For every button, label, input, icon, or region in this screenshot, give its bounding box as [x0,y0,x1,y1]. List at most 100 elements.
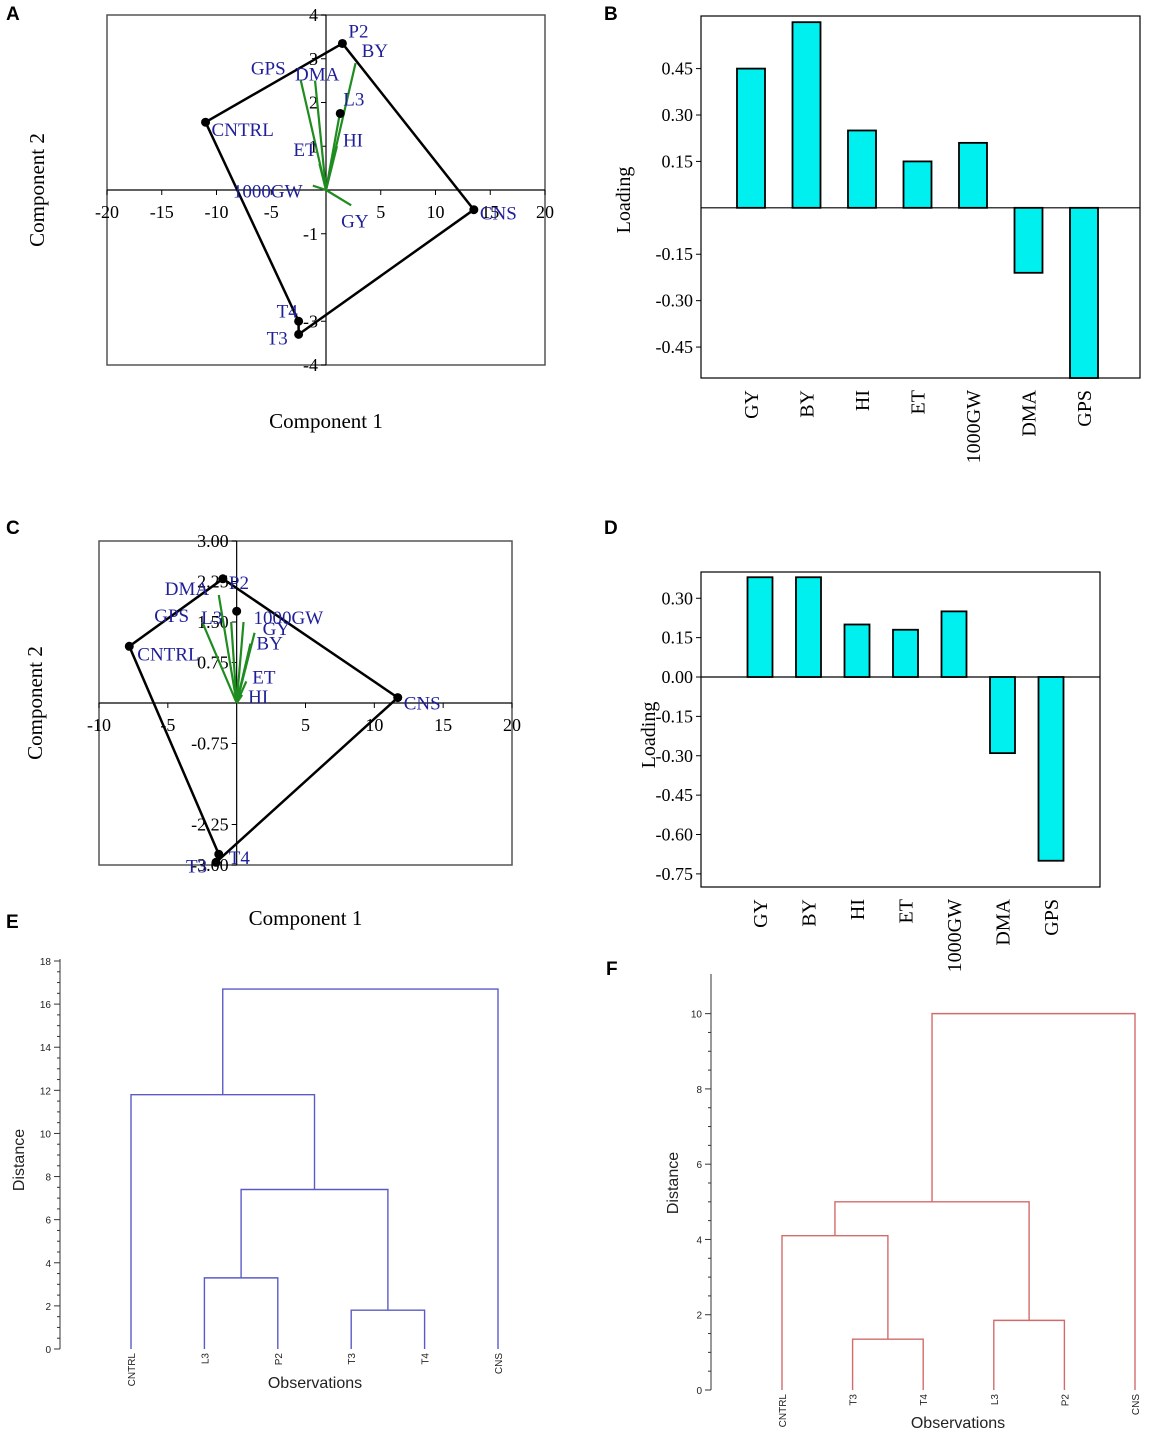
point-label: CNS [404,694,441,715]
x-tick-label: DMA [993,898,1015,945]
x-tick-label: HI [852,390,874,411]
observation-point-cntrl [124,641,134,651]
y-tick-label: 4 [696,1235,702,1246]
loading-vector-1000gw [312,184,327,192]
point-label: CNS [480,204,517,225]
x-axis-title: Component 1 [249,906,363,930]
y-axis-title: Distance [11,1129,28,1191]
vector-label: HI [343,130,363,151]
leaf-label: L3 [200,1353,211,1365]
y-tick-label: 0 [45,1345,51,1356]
leaf-label: CNTRL [127,1353,138,1387]
plot-frame [700,15,1141,379]
y-tick-label: 8 [45,1173,51,1184]
y-tick-label: 4 [45,1259,51,1270]
loading-vector-hi [235,694,244,704]
x-tick-label: DMA [1019,389,1041,436]
y-tick-label: 12 [40,1086,52,1097]
bar-hi [843,623,871,678]
y-tick-label: -0.45 [656,337,694,357]
x-tick-label: 5 [376,202,385,222]
vector-label: GPS [251,59,286,80]
observation-point-cns [469,205,479,215]
y-tick-label: -0.30 [656,746,694,766]
y-tick-label: -3 [303,311,318,331]
dendrogram-link [931,1012,1136,1390]
loading-vector-hi [324,145,339,191]
vector-label: ET [252,667,276,688]
x-tick-label: GPS [1041,899,1063,936]
leaf-label: CNTRL [778,1394,789,1428]
y-tick-label: -0.15 [656,706,694,726]
panel-e-dendrogram: E 0 2 4 6 8 10 12 14 16 18 CNTRL L3 P2 T3 T4 CNS Observat… [6,912,505,1392]
bar-by [791,21,822,209]
y-tick-label: 18 [40,957,52,968]
dendrogram-link [203,1277,279,1349]
y-tick-label: -1 [303,224,318,244]
x-axis-title: Observations [268,1375,362,1392]
observation-point-l3 [232,606,242,616]
leaf-label: P2 [1060,1394,1071,1407]
bar-gps [1037,676,1065,862]
vector-label: ET [293,140,317,161]
y-axis-title: Loading [613,167,635,234]
y-tick-label: 16 [40,1000,52,1011]
vector-label: L3 [343,89,364,110]
bar-1000gw [940,610,968,678]
point-label: P2 [229,573,249,594]
y-tick-label: -0.45 [656,785,694,805]
y-tick-label: -0.30 [656,291,694,311]
y-axis-title: Distance [665,1152,682,1214]
vector-label: GY [263,619,291,640]
loading-vector-dma [217,594,238,704]
point-label: P2 [348,21,368,42]
y-tick-label: 0.45 [662,59,694,79]
loading-vector-et [318,163,328,191]
observation-point-t4 [294,316,304,326]
bar-et [902,160,933,209]
loading-vector-gy [325,189,352,207]
y-tick-label: 2 [45,1302,51,1313]
panel-label: E [6,912,19,933]
x-tick-label: -5 [264,202,279,222]
y-axis-title: Component 2 [23,646,47,760]
y-tick-label: 0.30 [662,105,694,125]
observation-point-p2 [337,38,347,48]
vector-label: DMA [295,65,340,86]
vector-label: L3 [201,608,222,629]
dendrogram-link [222,988,499,1349]
bar-dma [989,676,1016,755]
bar-gy [746,576,774,678]
x-axis-title: Observations [911,1415,1005,1432]
leaf-label: CNS [1131,1394,1142,1415]
x-tick-label: BY [797,390,819,418]
y-tick-label: 0.75 [197,653,229,673]
y-tick-label: -4 [303,355,318,375]
y-tick-label: 0.15 [662,628,694,648]
vector-label: HI [248,687,268,708]
vector-label: BY [362,41,389,62]
vector-label: GY [341,211,369,232]
bar-et [892,628,919,678]
panel-b-bars: B 0.45 0.30 0.15 -0.15 -0.30 -0.45 GY BY HI ET 1000… [604,4,1141,463]
vector-label: GPS [154,606,189,627]
y-tick-label: 0.15 [662,151,694,171]
panel-label: B [604,4,618,25]
x-tick-label: BY [799,899,821,927]
y-tick-label: 2 [309,93,318,113]
x-tick-label: 15 [434,715,452,735]
y-tick-label: -0.60 [656,825,694,845]
bar-1000gw [958,141,988,209]
dendrogram-link [781,1234,889,1390]
y-tick-label: 8 [696,1085,702,1096]
y-tick-label: 2 [696,1311,702,1322]
leaf-label: T3 [347,1353,358,1365]
y-tick-label: 0 [696,1386,702,1397]
y-tick-label: -2.25 [191,815,229,835]
vector-label: BY [256,634,283,655]
x-axis-title: Component 1 [269,409,383,433]
dendrogram-link [130,1093,316,1349]
dendrogram-link [851,1338,924,1390]
leaf-label: T4 [919,1394,930,1406]
dendrogram-link [834,1201,1030,1321]
